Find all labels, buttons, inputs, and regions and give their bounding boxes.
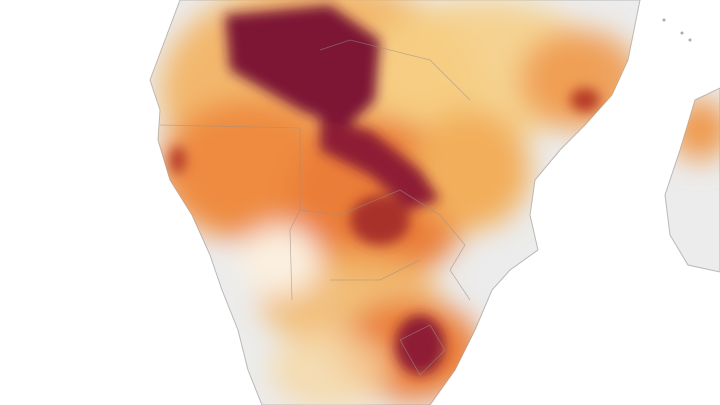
borders <box>159 39 471 376</box>
heat-overlay <box>160 0 720 405</box>
